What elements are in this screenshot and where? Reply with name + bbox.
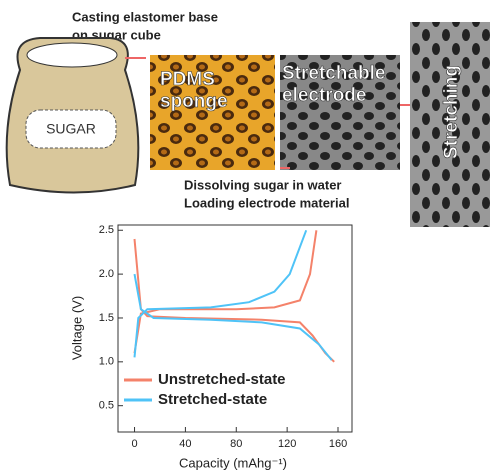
figure: Casting elastomer base on sugar cube SUG… [0,0,492,476]
stretch-label: Stretching [441,65,462,159]
x-tick-label: 0 [131,438,137,450]
x-tick-label: 120 [278,438,296,450]
legend-label: Unstretched-state [158,371,286,388]
y-tick-label: 1.0 [99,356,114,368]
x-axis-label: Capacity (mAhg⁻¹) [179,455,287,470]
sugar-bag: SUGAR [7,38,139,193]
y-axis-label: Voltage (V) [69,296,84,360]
y-tick-label: 2.5 [99,224,114,236]
sponge-label: PDMS [160,69,215,90]
bag-label: SUGAR [46,121,96,137]
x-tick-label: 80 [230,438,242,450]
legend-label: Stretched-state [158,391,267,408]
caption: Casting elastomer base [72,9,218,24]
electrode-label: electrode [282,85,366,106]
process-text: Dissolving sugar in water [184,177,342,192]
x-tick-label: 160 [329,438,347,450]
sponge-label: sponge [160,91,228,112]
process-text: Loading electrode material [184,195,349,210]
y-tick-label: 1.5 [99,312,114,324]
y-tick-label: 2.0 [99,268,114,280]
x-tick-label: 40 [179,438,191,450]
series-line [135,230,335,361]
electrode-label: Stretchable [282,63,385,84]
y-tick-label: 0.5 [99,400,114,412]
